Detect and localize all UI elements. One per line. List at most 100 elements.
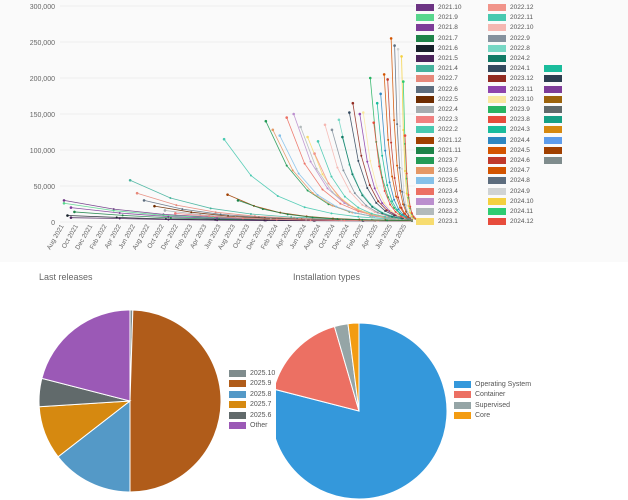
legend-item-2024.2[interactable]: 2024.2 <box>488 54 530 63</box>
legend-label: 2023.11 <box>510 85 534 93</box>
pie-slice-2025.8[interactable] <box>57 399 131 493</box>
legend-label: 2024.2 <box>510 55 530 62</box>
legend-item-extra[interactable] <box>544 156 566 165</box>
release-series-point <box>241 217 244 220</box>
legend-item-2022.4[interactable]: 2022.4 <box>416 105 458 114</box>
legend-item-2021.4[interactable]: 2021.4 <box>416 64 458 73</box>
release-series-point <box>373 187 376 190</box>
legend-item-2024.11[interactable]: 2024.11 <box>488 207 533 216</box>
legend-item-2023.1[interactable]: 2023.1 <box>416 217 458 226</box>
release-series-point <box>404 212 407 215</box>
legend-item-2021.7[interactable]: 2021.7 <box>416 34 458 43</box>
legend-swatch <box>488 136 506 144</box>
legend-item-2022.7[interactable]: 2022.7 <box>416 74 458 83</box>
legend-label: 2022.5 <box>438 95 458 103</box>
legend-item-2024.12[interactable]: 2024.12 <box>488 217 534 226</box>
legend-item-2021.5[interactable]: 2021.5 <box>416 54 458 63</box>
release-series-point <box>409 211 412 214</box>
legend-item-2024.3[interactable]: 2024.3 <box>488 125 530 134</box>
legend-item-extra[interactable] <box>544 115 566 124</box>
legend-item-2021.11[interactable]: 2021.11 <box>416 146 461 155</box>
legend-item-2023.12[interactable]: 2023.12 <box>488 74 534 83</box>
legend-item-2022.2[interactable]: 2022.2 <box>416 125 458 134</box>
legend-item-extra[interactable] <box>544 74 566 83</box>
release-series-point <box>336 166 339 169</box>
legend-item-Core[interactable]: Core <box>454 411 531 422</box>
legend-item-2025.7[interactable]: 2025.7 <box>229 400 275 411</box>
legend-label: 2024.6 <box>510 157 530 164</box>
legend-item-2022.6[interactable]: 2022.6 <box>416 85 458 94</box>
legend-item-2024.5[interactable]: 2024.5 <box>488 146 530 155</box>
legend-item-2024.1[interactable]: 2024.1 <box>488 64 530 73</box>
legend-item-2022.5[interactable]: 2022.5 <box>416 95 458 104</box>
legend-label: 2022.8 <box>510 44 530 52</box>
pie-slice-Operating System[interactable] <box>276 322 448 500</box>
legend-item-2024.8[interactable]: 2024.8 <box>488 176 530 185</box>
legend-item-2024.7[interactable]: 2024.7 <box>488 166 530 175</box>
legend-item-2022.9[interactable]: 2022.9 <box>488 34 530 43</box>
legend-item-2021.12[interactable]: 2021.12 <box>416 136 462 145</box>
legend-item-2023.7[interactable]: 2023.7 <box>416 156 458 165</box>
legend-item-2023.3[interactable]: 2023.3 <box>416 197 458 206</box>
legend-item-extra[interactable] <box>544 95 566 104</box>
legend-item-2025.10[interactable]: 2025.10 <box>229 368 275 379</box>
release-series-line <box>317 141 413 221</box>
legend-item-2024.4[interactable]: 2024.4 <box>488 136 530 145</box>
legend-item-2025.9[interactable]: 2025.9 <box>229 379 275 390</box>
release-series-point <box>361 194 364 197</box>
legend-item-2024.10[interactable]: 2024.10 <box>488 197 534 206</box>
legend-item-2021.8[interactable]: 2021.8 <box>416 23 458 32</box>
legend-item-extra[interactable] <box>544 64 566 73</box>
legend-item-2025.6[interactable]: 2025.6 <box>229 410 275 421</box>
release-series-point <box>153 204 156 208</box>
legend-item-2021.6[interactable]: 2021.6 <box>416 44 458 53</box>
release-series-point <box>396 164 399 167</box>
release-series-point <box>285 164 288 167</box>
pie-slice-2025.9[interactable] <box>129 309 222 493</box>
legend-item-2024.6[interactable]: 2024.6 <box>488 156 530 165</box>
legend-label: 2025.8 <box>250 390 272 398</box>
legend-item-Operating System[interactable]: Operating System <box>454 379 531 390</box>
legend-label: 2021.4 <box>438 65 458 73</box>
legend-item-2023.11[interactable]: 2023.11 <box>488 85 533 94</box>
pie-slice-Core[interactable] <box>347 322 360 412</box>
release-series-point <box>396 123 399 126</box>
legend-item-2023.4[interactable]: 2023.4 <box>416 187 458 196</box>
legend-item-2025.8[interactable]: 2025.8 <box>229 389 275 400</box>
release-series-point <box>393 198 396 201</box>
installation-types-panel: Installation types Operating System Conta… <box>276 262 628 500</box>
legend-item-Supervised[interactable]: Supervised <box>454 400 531 411</box>
legend-item-extra[interactable] <box>544 105 566 114</box>
pie-slice-Container[interactable] <box>276 325 360 412</box>
legend-item-2023.2[interactable]: 2023.2 <box>416 207 458 216</box>
legend-item-2022.10[interactable]: 2022.10 <box>488 23 534 32</box>
legend-label: 2023.10 <box>510 95 534 103</box>
legend-item-2023.8[interactable]: 2023.8 <box>488 115 530 124</box>
legend-label: 2024.4 <box>510 136 530 144</box>
legend-item-2022.8[interactable]: 2022.8 <box>488 44 530 53</box>
legend-item-2023.5[interactable]: 2023.5 <box>416 176 458 185</box>
legend-item-2023.6[interactable]: 2023.6 <box>416 166 458 175</box>
pie-slice-Other[interactable] <box>41 309 131 402</box>
legend-item-extra[interactable] <box>544 146 566 155</box>
legend-item-Container[interactable]: Container <box>454 390 531 401</box>
legend-item-2021.9[interactable]: 2021.9 <box>416 13 458 22</box>
legend-label: 2024.1 <box>510 65 530 73</box>
legend-item-2023.10[interactable]: 2023.10 <box>488 95 534 104</box>
legend-item-2022.11[interactable]: 2022.11 <box>488 13 533 22</box>
release-series-line <box>223 138 413 221</box>
legend-item-Other[interactable]: Other <box>229 421 275 432</box>
legend-item-extra[interactable] <box>544 85 566 94</box>
release-series-point <box>208 215 211 218</box>
legend-item-2021.10[interactable]: 2021.10 <box>416 3 462 12</box>
legend-item-2024.9[interactable]: 2024.9 <box>488 187 530 196</box>
release-series-point <box>291 169 294 172</box>
legend-item-2022.3[interactable]: 2022.3 <box>416 115 458 124</box>
legend-item-extra[interactable] <box>544 125 566 134</box>
release-series-point <box>409 205 412 208</box>
legend-item-2022.12[interactable]: 2022.12 <box>488 3 534 12</box>
installation-types-legend: Operating System Container Supervised Core <box>454 379 531 421</box>
legend-swatch <box>416 177 434 185</box>
legend-item-2023.9[interactable]: 2023.9 <box>488 105 530 114</box>
legend-item-extra[interactable] <box>544 136 566 145</box>
